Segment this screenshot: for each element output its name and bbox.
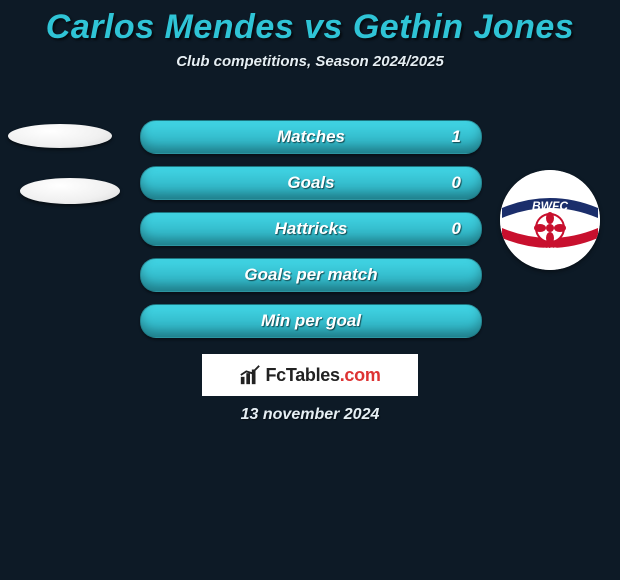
stat-label: Matches bbox=[141, 121, 481, 153]
stat-row: Matches 1 bbox=[0, 120, 620, 154]
date-label: 13 november 2024 bbox=[0, 406, 620, 424]
stat-value: 0 bbox=[452, 167, 461, 199]
stat-rows: Matches 1 Goals 0 Hattricks 0 Goals per … bbox=[0, 120, 620, 350]
stat-row: Min per goal bbox=[0, 304, 620, 338]
stat-row: Hattricks 0 bbox=[0, 212, 620, 246]
stat-label: Goals bbox=[141, 167, 481, 199]
page-subtitle: Club competitions, Season 2024/2025 bbox=[0, 53, 620, 70]
page-title: Carlos Mendes vs Gethin Jones bbox=[0, 0, 620, 47]
stat-bar: Matches 1 bbox=[140, 120, 482, 154]
stat-label: Min per goal bbox=[141, 305, 481, 337]
stat-bar: Hattricks 0 bbox=[140, 212, 482, 246]
stat-value: 0 bbox=[452, 213, 461, 245]
brand-box[interactable]: FcTables.com bbox=[202, 354, 418, 396]
stat-label: Goals per match bbox=[141, 259, 481, 291]
stat-row: Goals 0 bbox=[0, 166, 620, 200]
stat-bar: Goals 0 bbox=[140, 166, 482, 200]
stat-label: Hattricks bbox=[141, 213, 481, 245]
brand-label: FcTables.com bbox=[265, 365, 380, 386]
stat-bar: Goals per match bbox=[140, 258, 482, 292]
stat-value: 1 bbox=[452, 121, 461, 153]
brand-name: FcTables bbox=[265, 365, 339, 385]
stat-row: Goals per match bbox=[0, 258, 620, 292]
stat-bar: Min per goal bbox=[140, 304, 482, 338]
brand-suffix: .com bbox=[340, 365, 381, 385]
bars-icon bbox=[239, 364, 261, 386]
